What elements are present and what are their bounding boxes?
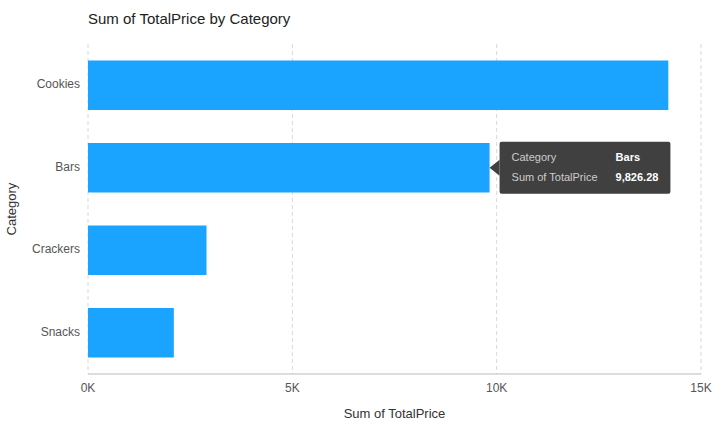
bars bbox=[88, 61, 668, 358]
bar[interactable] bbox=[88, 308, 174, 358]
x-axis-label: Sum of TotalPrice bbox=[344, 406, 446, 421]
y-tick-label: Snacks bbox=[41, 325, 80, 339]
x-tick-label: 10K bbox=[486, 381, 507, 395]
tooltip-value: 9,826.28 bbox=[616, 171, 659, 183]
tooltip: Category Bars Sum of TotalPrice 9,826.28 bbox=[490, 142, 671, 194]
grid-line bbox=[701, 44, 702, 374]
y-axis-label: Category bbox=[4, 182, 19, 235]
bar[interactable] bbox=[88, 61, 668, 111]
tooltip-value: Bars bbox=[616, 151, 640, 163]
chart: Sum of TotalPrice by Category 0K 5K 10K 15K C… bbox=[0, 0, 723, 432]
x-tick-label: 5K bbox=[285, 381, 300, 395]
bar[interactable] bbox=[88, 226, 207, 276]
title: Sum of TotalPrice by Category bbox=[88, 10, 291, 27]
y-tick-label: Cookies bbox=[37, 77, 80, 91]
tooltip-label: Category bbox=[512, 151, 557, 163]
y-tick-label: Bars bbox=[55, 160, 80, 174]
chart-container: Sum of TotalPrice by Category 0K 5K 10K 15K C… bbox=[0, 0, 723, 432]
x-tick-label: 15K bbox=[690, 381, 711, 395]
tooltip-arrow bbox=[490, 160, 500, 176]
grid bbox=[88, 44, 701, 374]
x-tick-label: 0K bbox=[81, 381, 96, 395]
y-tick-label: Crackers bbox=[32, 242, 80, 256]
tooltip-label: Sum of TotalPrice bbox=[512, 171, 598, 183]
tooltip-box bbox=[500, 142, 671, 194]
x-axis-line bbox=[88, 374, 701, 375]
bar[interactable] bbox=[88, 143, 490, 193]
